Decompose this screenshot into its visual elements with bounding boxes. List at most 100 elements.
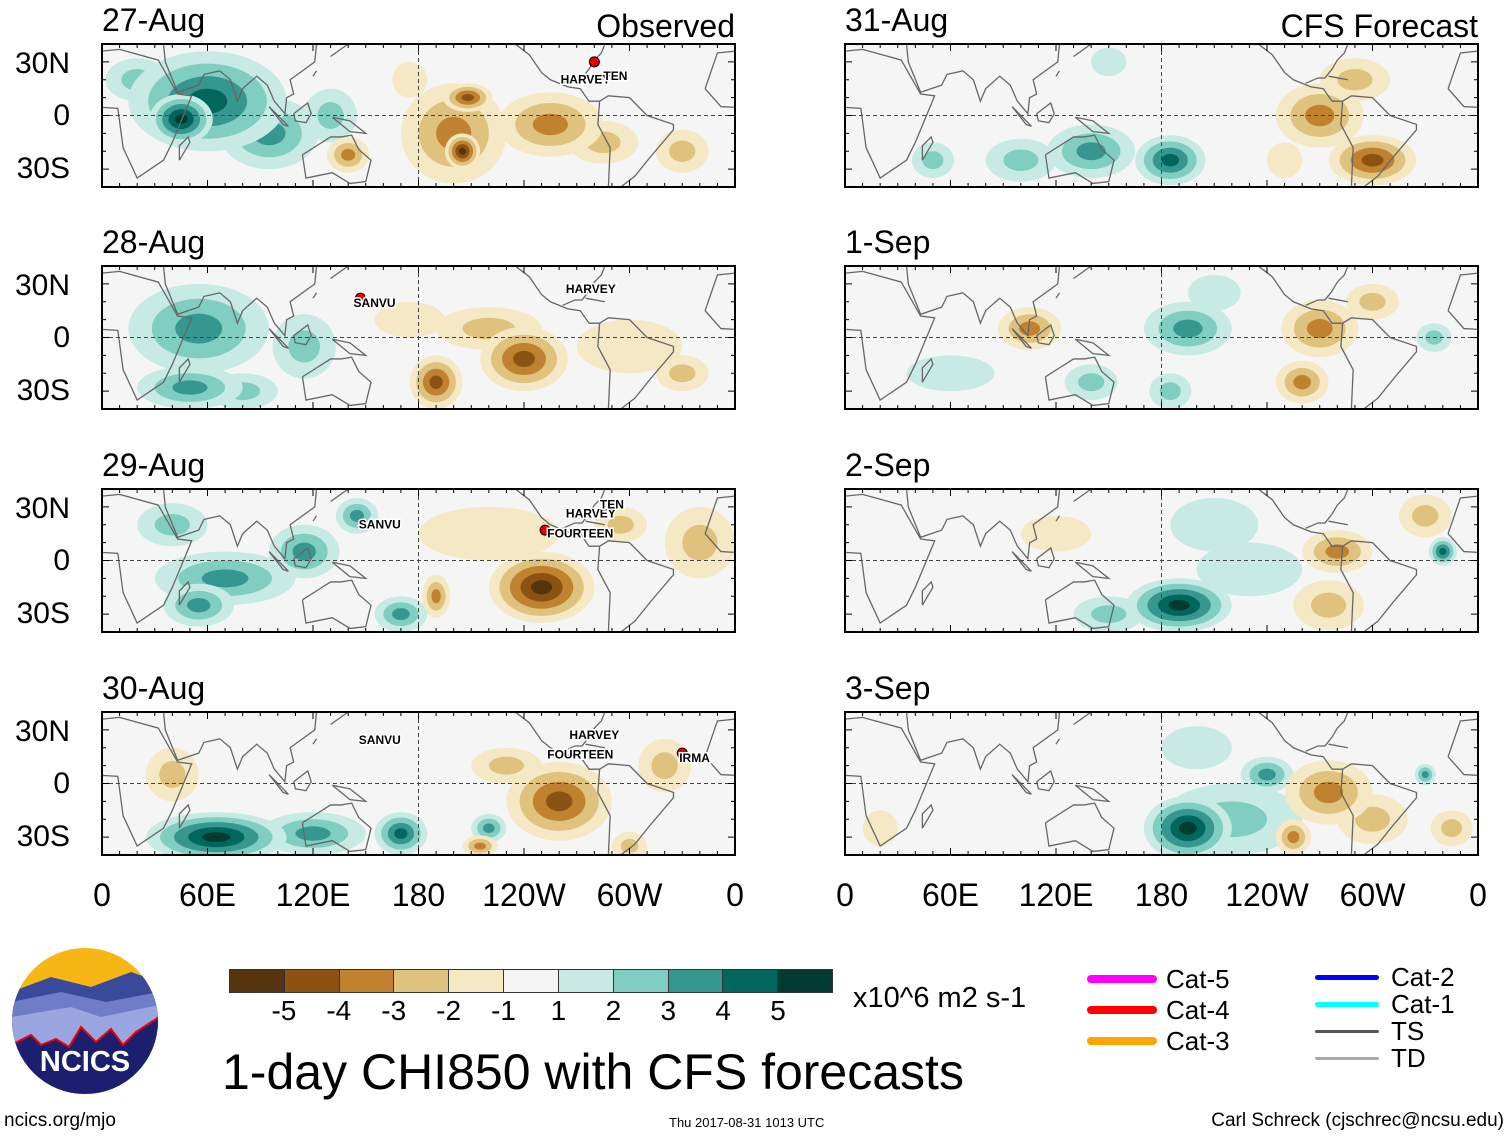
coastline bbox=[597, 769, 611, 855]
panel-date: 3-Sep bbox=[845, 670, 931, 706]
coastline bbox=[1342, 540, 1418, 632]
coastline bbox=[845, 48, 936, 180]
anomaly-contour bbox=[461, 94, 474, 102]
anomaly-contour bbox=[1267, 142, 1303, 179]
colorbar-swatch bbox=[504, 970, 559, 992]
storm-label: SANVU bbox=[354, 296, 396, 310]
footer-source[interactable]: ncics.org/mjo bbox=[4, 1110, 116, 1131]
lon-label: 120E bbox=[275, 877, 351, 913]
anomaly-contour bbox=[1077, 373, 1105, 392]
storm-label: HARVEY bbox=[569, 728, 619, 742]
coastline bbox=[1011, 106, 1032, 127]
panel-date: 27-Aug bbox=[102, 2, 206, 38]
anomaly-contour bbox=[906, 355, 995, 392]
colorbar-swatch bbox=[449, 970, 505, 992]
coastline bbox=[312, 738, 318, 745]
coastline bbox=[1055, 292, 1061, 299]
hurricane-icon bbox=[354, 292, 366, 304]
coastline bbox=[599, 540, 675, 632]
anomaly-contour bbox=[620, 838, 639, 854]
map-panel bbox=[844, 711, 1479, 856]
coastline bbox=[178, 580, 191, 606]
legend-line-cat-5 bbox=[1087, 975, 1157, 983]
coastline bbox=[162, 489, 318, 561]
legend-line-td bbox=[1315, 1056, 1379, 1060]
anomaly-contour bbox=[513, 350, 535, 367]
coastline bbox=[301, 802, 372, 853]
coastline bbox=[268, 106, 289, 127]
anomaly-contour bbox=[862, 810, 898, 847]
hurricane-icon bbox=[588, 56, 600, 68]
anomaly-contour bbox=[1168, 599, 1190, 611]
storm-label: FOURTEEN bbox=[547, 747, 613, 761]
coastline bbox=[1055, 70, 1061, 77]
coastline bbox=[921, 580, 934, 606]
coastline bbox=[1328, 520, 1349, 526]
coastline bbox=[1328, 743, 1349, 749]
coastline bbox=[1257, 44, 1343, 102]
coastline bbox=[1055, 738, 1061, 745]
anomaly-contour bbox=[1091, 47, 1127, 77]
panel-date: 1-Sep bbox=[845, 224, 931, 260]
anomaly-contour bbox=[1337, 69, 1373, 91]
coastline bbox=[1257, 266, 1343, 324]
lat-label: 30N bbox=[14, 47, 70, 80]
panel-date: 30-Aug bbox=[102, 670, 206, 706]
legend-label-cat-4: Cat-4 bbox=[1166, 995, 1230, 1025]
anomaly-contour bbox=[317, 102, 344, 129]
coastline bbox=[1342, 763, 1418, 855]
coastline bbox=[178, 135, 191, 161]
lon-label: 0 bbox=[726, 877, 744, 913]
anomaly-contour bbox=[1439, 547, 1447, 556]
panel-heading: CFS Forecast bbox=[1280, 8, 1478, 44]
legend-line-cat-4 bbox=[1087, 1006, 1157, 1014]
coastline bbox=[331, 338, 368, 357]
lon-label: 0 bbox=[1469, 877, 1487, 913]
coastline bbox=[1044, 579, 1115, 630]
coastline bbox=[1305, 489, 1349, 529]
lat-label: 30N bbox=[14, 492, 70, 525]
colorbar-swatch bbox=[558, 970, 614, 992]
coastline bbox=[562, 44, 606, 84]
anomaly-contour bbox=[1359, 292, 1386, 311]
coastline bbox=[1073, 266, 1092, 280]
anomaly-contour bbox=[482, 823, 495, 833]
anomaly-contour bbox=[374, 301, 445, 338]
colorbar-swatch bbox=[778, 970, 832, 992]
anomaly-contour bbox=[1310, 592, 1347, 618]
colorbar-tick: 4 bbox=[715, 995, 731, 1026]
anomaly-contour bbox=[1020, 515, 1092, 552]
map-panel: SANVU HARVEY FOURTEEN IRMA bbox=[101, 711, 736, 856]
coastline bbox=[1074, 784, 1111, 803]
coastline bbox=[1340, 546, 1354, 632]
anomaly-contour bbox=[159, 761, 186, 788]
ncics-logo: NCICS bbox=[11, 947, 159, 1100]
coastline bbox=[268, 774, 289, 795]
coastline bbox=[1257, 489, 1343, 547]
coastline bbox=[312, 292, 318, 299]
anomaly-contour bbox=[1354, 806, 1391, 832]
lat-label: 30S bbox=[16, 152, 70, 185]
coastline bbox=[514, 266, 600, 324]
lon-label: 120W bbox=[1225, 877, 1309, 913]
coastline bbox=[301, 356, 372, 407]
coastline bbox=[599, 317, 675, 409]
coastline bbox=[301, 134, 372, 185]
map-panel: SANVU HARVEY bbox=[101, 265, 736, 410]
coastline bbox=[331, 561, 368, 580]
legend-label-ts: TS bbox=[1391, 1016, 1425, 1046]
coastline bbox=[330, 44, 349, 58]
legend-line-cat-1 bbox=[1315, 1001, 1379, 1007]
coastline bbox=[293, 769, 312, 792]
coastline bbox=[1305, 44, 1349, 84]
coastline bbox=[1342, 317, 1418, 409]
colorbar-tick: -2 bbox=[436, 995, 462, 1026]
coastline bbox=[921, 803, 934, 829]
anomaly-contour bbox=[186, 598, 211, 613]
lon-label: 60E bbox=[179, 877, 236, 913]
coastline bbox=[1036, 546, 1055, 569]
coastline bbox=[599, 95, 675, 187]
anomaly-contour bbox=[474, 842, 486, 850]
storm-label: SANVU bbox=[359, 517, 401, 531]
storm-label: HARVEY bbox=[566, 507, 616, 521]
